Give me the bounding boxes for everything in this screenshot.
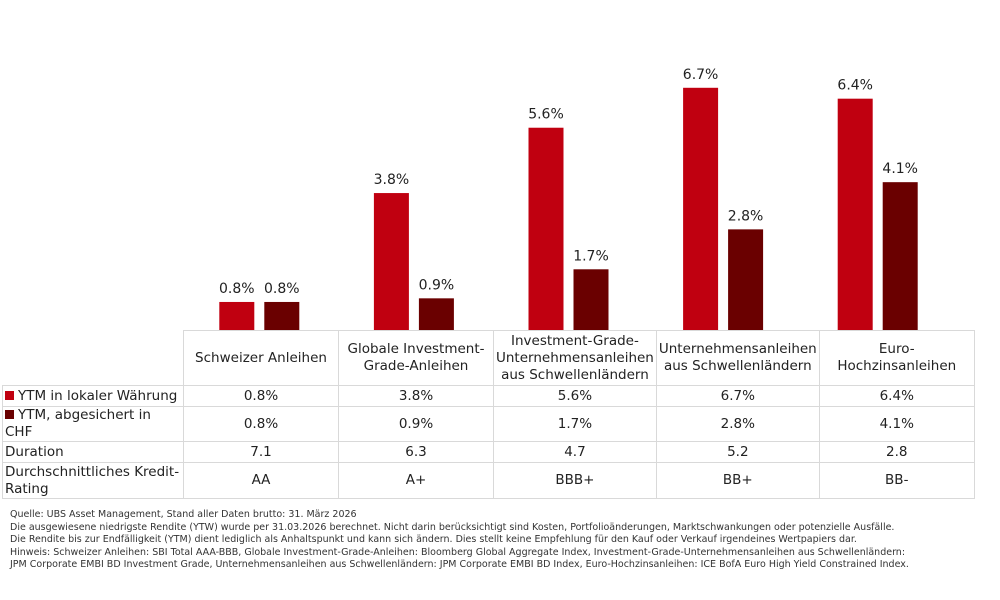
table-cell: 6.4%	[818, 385, 975, 407]
legend-label: YTM, abgesichert in CHF	[5, 407, 151, 440]
table-cell: BB+	[655, 462, 820, 499]
legend-swatch	[5, 410, 14, 419]
table-cell: BB-	[818, 462, 975, 499]
category-label-line: Globale Investment-	[347, 341, 485, 357]
bar-chf-3	[728, 229, 764, 331]
table-cell: 6.3	[338, 441, 494, 463]
category-label-line: Unternehmensanleihen	[658, 341, 817, 357]
data-label: 5.6%	[528, 107, 564, 123]
bar-chf-2	[573, 269, 609, 331]
table-cell: 0.8%	[183, 406, 339, 442]
category-header: Investment-Grade- Unternehmensanleihen aus…	[493, 330, 657, 386]
bar-local-4	[837, 98, 873, 332]
note-indices-1: Hinweis: Schweizer Anleihen: SBI Total A…	[10, 546, 906, 558]
data-label: 6.7%	[683, 67, 719, 83]
data-label: 2.8%	[728, 208, 764, 224]
category-label-line: aus Schwellenländern	[501, 366, 649, 383]
table-cell: 5.6%	[493, 385, 657, 407]
category-label-line: Grade-Anleihen	[363, 358, 469, 374]
table-cell: 0.9%	[338, 406, 494, 442]
table-cell: BBB+	[493, 462, 657, 499]
table-corner	[2, 330, 184, 386]
bar-local-1	[373, 193, 409, 331]
data-label: 0.8%	[264, 281, 300, 297]
legend-swatch	[5, 390, 14, 400]
category-header: Globale Investment- Grade-Anleihen	[338, 330, 494, 386]
table-cell: 4.7	[493, 441, 657, 463]
note-ytm: Die Rendite bis zur Endfälligkeit (YTM) …	[10, 534, 857, 546]
category-label-line: aus Schwellenländern	[663, 358, 812, 374]
category-label-line: Unternehmensanleihen	[496, 349, 654, 366]
data-label: 4.1%	[882, 161, 918, 177]
table-cell: 7.1	[183, 441, 339, 463]
bar-chf-4	[882, 182, 918, 331]
data-label: 0.9%	[419, 277, 455, 293]
table-cell: AA	[183, 462, 339, 499]
bar-local-0	[219, 301, 255, 331]
table-cell: 5.2	[655, 441, 820, 463]
note-ytw: Die ausgewiesene niedrigste Rendite (YTW…	[10, 521, 895, 533]
category-label-line: Schweizer Anleihen	[195, 349, 327, 366]
data-label: 1.7%	[573, 248, 609, 264]
category-header: Schweizer Anleihen	[183, 330, 339, 386]
bar-chf-1	[418, 298, 454, 331]
table-cell: A+	[338, 462, 494, 499]
data-label: 6.4%	[837, 78, 873, 94]
table-cell: 2.8	[818, 441, 975, 463]
note-source: Quelle: UBS Asset Management, Stand alle…	[10, 509, 357, 520]
note-indices-2: JPM Corporate EMBI BD Investment Grade, …	[10, 559, 909, 571]
row-label-rating: Durchschnittliches Kredit-Rating	[2, 462, 184, 499]
table-cell: 1.7%	[493, 406, 657, 442]
bar-chf-0	[264, 301, 300, 331]
bar-local-2	[528, 127, 564, 331]
legend-label: YTM in lokaler Währung	[18, 387, 178, 404]
table-cell: 4.1%	[818, 406, 975, 442]
category-label-line: Euro-Hochzinsanleihen	[837, 341, 957, 374]
table-cell: 6.7%	[655, 385, 820, 407]
bar-local-3	[683, 87, 719, 331]
category-header: Unternehmensanleihen aus Schwellenländern	[655, 330, 820, 386]
category-header: Euro-Hochzinsanleihen	[818, 330, 975, 386]
legend-series-chf: YTM, abgesichert in CHF	[2, 406, 184, 442]
footnotes: Quelle: UBS Asset Management, Stand alle…	[10, 509, 909, 572]
data-table: Schweizer Anleihen Globale Investment- Gra…	[2, 330, 975, 499]
data-label: 3.8%	[374, 172, 410, 188]
table-cell: 3.8%	[338, 385, 494, 407]
legend-series-local: YTM in lokaler Währung	[2, 385, 184, 407]
data-label: 0.8%	[219, 281, 255, 297]
bar-chart: 0.8% 3.8% 5.6% 6.7% 6.4% 0.8% 0.9% 1.7% 2.8% 4.1%	[219, 67, 918, 332]
table-cell: 0.8%	[183, 385, 339, 407]
category-label-line: Investment-Grade-	[511, 332, 639, 349]
table-cell: 2.8%	[655, 406, 820, 442]
row-label-duration: Duration	[2, 441, 184, 463]
